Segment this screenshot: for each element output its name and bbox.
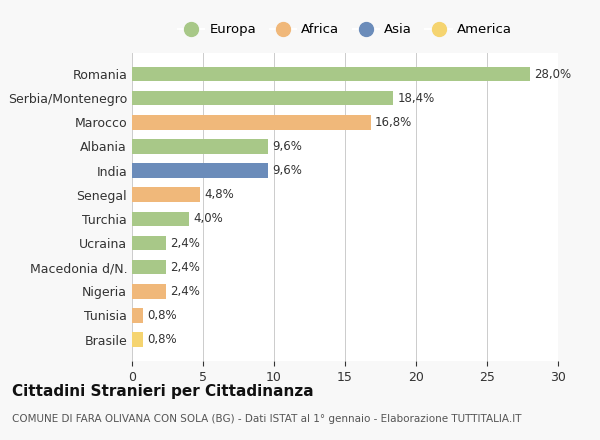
Text: 9,6%: 9,6% (272, 140, 302, 153)
Bar (132, 284, 166, 298)
Text: 16,8%: 16,8% (375, 116, 412, 129)
Text: 2,4%: 2,4% (170, 260, 200, 274)
Bar (132, 212, 189, 226)
Bar (132, 332, 143, 347)
Bar (132, 163, 268, 178)
Text: 0,8%: 0,8% (148, 309, 177, 322)
Legend: Europa, Africa, Asia, America: Europa, Africa, Asia, America (174, 19, 516, 40)
Bar (132, 115, 371, 129)
Text: 28,0%: 28,0% (534, 68, 571, 81)
Text: 18,4%: 18,4% (398, 92, 435, 105)
Bar (132, 260, 166, 275)
Bar (132, 236, 166, 250)
Text: 2,4%: 2,4% (170, 285, 200, 298)
Text: 9,6%: 9,6% (272, 164, 302, 177)
Bar (132, 91, 393, 106)
Text: 2,4%: 2,4% (170, 237, 200, 249)
Text: COMUNE DI FARA OLIVANA CON SOLA (BG) - Dati ISTAT al 1° gennaio - Elaborazione T: COMUNE DI FARA OLIVANA CON SOLA (BG) - D… (12, 414, 521, 425)
Bar (132, 67, 530, 81)
Text: 4,0%: 4,0% (193, 213, 223, 225)
Text: 4,8%: 4,8% (205, 188, 234, 201)
Text: Cittadini Stranieri per Cittadinanza: Cittadini Stranieri per Cittadinanza (12, 384, 314, 399)
Text: 0,8%: 0,8% (148, 333, 177, 346)
Bar (132, 187, 200, 202)
Bar (132, 139, 268, 154)
Bar (132, 308, 143, 323)
